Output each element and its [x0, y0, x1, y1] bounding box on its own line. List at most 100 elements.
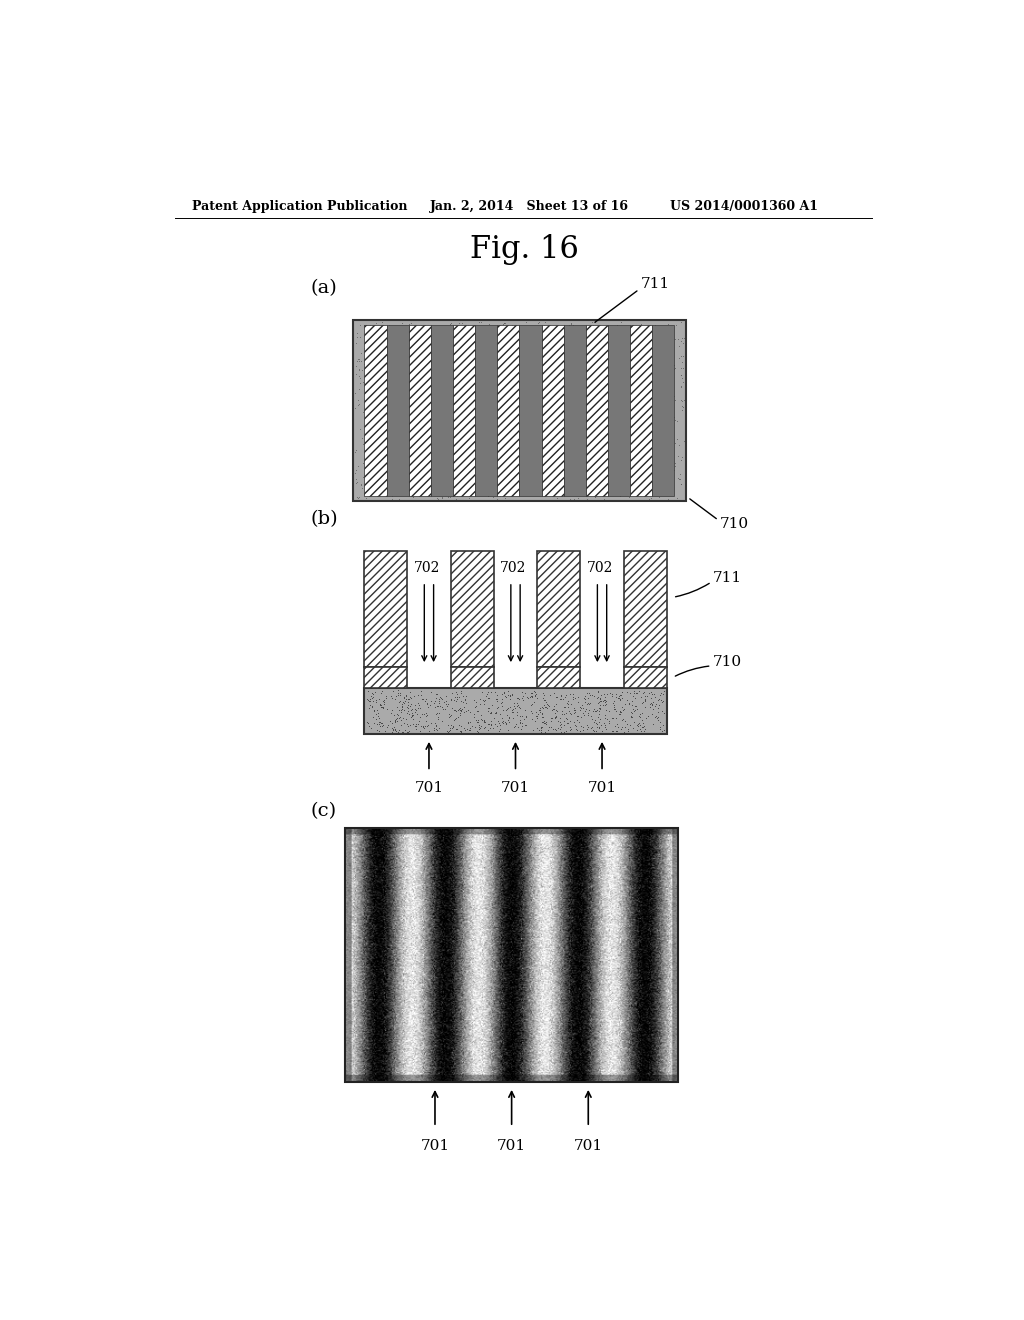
Point — [618, 350, 635, 371]
Point — [530, 480, 547, 502]
Point — [551, 479, 567, 500]
Point — [641, 331, 657, 352]
Point — [368, 708, 384, 729]
Polygon shape — [365, 667, 407, 688]
Point — [511, 371, 527, 392]
Point — [569, 366, 586, 387]
Point — [563, 421, 580, 442]
Point — [567, 719, 584, 741]
Point — [544, 445, 560, 466]
Point — [585, 314, 601, 335]
Point — [389, 450, 406, 471]
Point — [454, 376, 470, 397]
Point — [447, 488, 464, 510]
Point — [397, 341, 414, 362]
Point — [597, 692, 613, 713]
Point — [443, 432, 460, 453]
Point — [461, 488, 477, 510]
Point — [488, 684, 505, 705]
Point — [489, 462, 506, 483]
Point — [376, 693, 392, 714]
Point — [664, 343, 680, 364]
Point — [570, 358, 587, 379]
Point — [356, 372, 373, 393]
Point — [609, 314, 626, 335]
Point — [584, 684, 600, 705]
Point — [476, 690, 493, 711]
Point — [438, 471, 455, 492]
Point — [589, 422, 605, 444]
Point — [658, 451, 675, 473]
Point — [631, 470, 647, 491]
Point — [614, 475, 631, 496]
Point — [454, 467, 470, 488]
Point — [641, 455, 657, 477]
Point — [523, 317, 540, 338]
Point — [671, 469, 687, 490]
Point — [593, 440, 609, 461]
Point — [528, 451, 545, 473]
Point — [639, 333, 655, 354]
Point — [632, 463, 648, 484]
Point — [639, 453, 655, 474]
Point — [609, 713, 626, 734]
Point — [492, 471, 508, 492]
Point — [451, 318, 467, 339]
Point — [453, 401, 469, 422]
Point — [481, 366, 498, 387]
Point — [401, 686, 418, 708]
Point — [628, 466, 644, 487]
Point — [538, 449, 554, 470]
Point — [362, 400, 379, 421]
Point — [467, 461, 483, 482]
Point — [611, 704, 628, 725]
Point — [508, 713, 524, 734]
Point — [552, 323, 568, 345]
Point — [434, 689, 451, 710]
Point — [371, 713, 387, 734]
Point — [650, 694, 667, 715]
Point — [476, 711, 493, 733]
Point — [474, 407, 490, 428]
Point — [506, 693, 522, 714]
Point — [588, 713, 604, 734]
Point — [464, 459, 480, 480]
Point — [562, 710, 579, 731]
Point — [404, 391, 421, 412]
Point — [581, 330, 597, 351]
Point — [567, 714, 584, 735]
Point — [514, 348, 530, 370]
Point — [452, 700, 468, 721]
Point — [644, 704, 660, 725]
Point — [428, 378, 444, 399]
Point — [400, 692, 417, 713]
Point — [359, 713, 376, 734]
Point — [586, 698, 602, 719]
Point — [642, 487, 658, 508]
Point — [392, 469, 409, 490]
Point — [474, 405, 490, 426]
Point — [512, 379, 528, 400]
Point — [479, 364, 496, 385]
Polygon shape — [624, 667, 667, 688]
Point — [439, 470, 456, 491]
Point — [609, 429, 626, 450]
Point — [497, 430, 513, 451]
Point — [615, 359, 632, 380]
Point — [389, 697, 406, 718]
Point — [372, 478, 388, 499]
Point — [436, 474, 453, 495]
Point — [547, 393, 563, 414]
Point — [352, 418, 369, 440]
Point — [450, 700, 466, 721]
Point — [589, 417, 605, 438]
Point — [647, 417, 664, 438]
Point — [522, 480, 539, 502]
Point — [499, 711, 515, 733]
Point — [430, 346, 446, 367]
Point — [380, 474, 396, 495]
Point — [398, 477, 415, 498]
Point — [371, 383, 387, 404]
Point — [487, 425, 504, 446]
Point — [594, 430, 610, 451]
